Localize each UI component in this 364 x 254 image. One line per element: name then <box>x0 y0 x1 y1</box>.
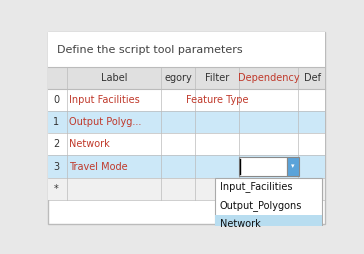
Text: *: * <box>54 184 59 194</box>
Bar <box>48 178 325 200</box>
Text: Network: Network <box>70 139 110 149</box>
Text: Define the script tool parameters: Define the script tool parameters <box>57 44 242 55</box>
Text: Input_Facilities: Input_Facilities <box>220 181 292 192</box>
Text: Def: Def <box>304 73 321 83</box>
Text: Dependency: Dependency <box>238 73 299 83</box>
Bar <box>215 178 322 233</box>
Text: Feature Type: Feature Type <box>186 95 248 105</box>
Text: Filter: Filter <box>205 73 229 83</box>
Text: 0: 0 <box>53 95 59 105</box>
Text: 1: 1 <box>53 117 59 127</box>
Bar <box>48 155 325 178</box>
Text: ▾: ▾ <box>291 164 294 169</box>
Text: 2: 2 <box>53 139 59 149</box>
Text: Output_Polygons: Output_Polygons <box>220 200 302 211</box>
Text: Output Polyg...: Output Polyg... <box>70 117 142 127</box>
Bar <box>48 133 325 155</box>
Text: Network: Network <box>220 219 261 229</box>
Text: Input Facilities: Input Facilities <box>70 95 140 105</box>
Bar <box>48 111 325 133</box>
Bar <box>48 67 325 89</box>
Text: Label: Label <box>101 73 127 83</box>
Bar <box>287 157 298 176</box>
Bar <box>48 33 325 67</box>
Text: egory: egory <box>164 73 192 83</box>
Bar <box>48 89 325 111</box>
Text: 3: 3 <box>53 162 59 171</box>
Bar <box>239 157 287 176</box>
Text: Travel Mode: Travel Mode <box>70 162 128 171</box>
Bar <box>215 215 322 233</box>
